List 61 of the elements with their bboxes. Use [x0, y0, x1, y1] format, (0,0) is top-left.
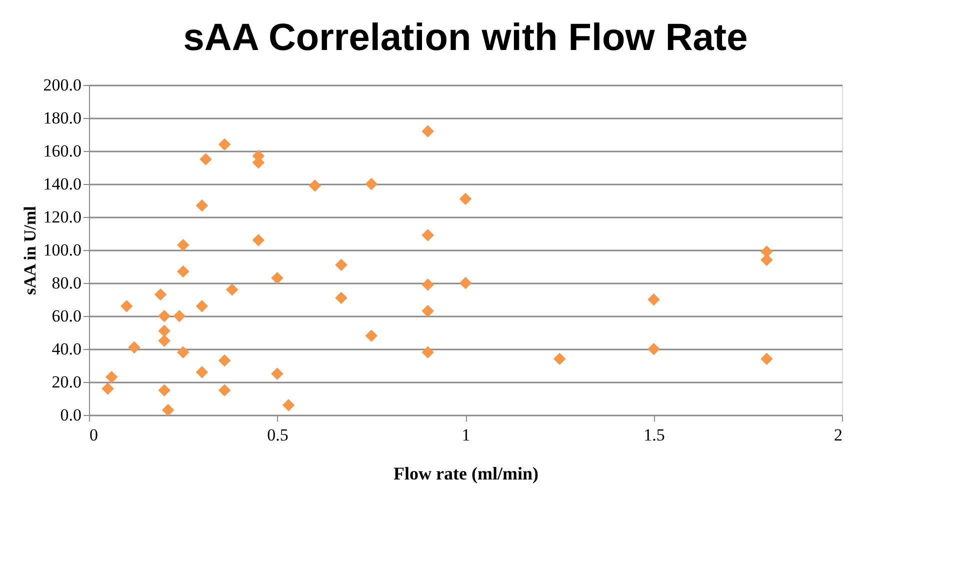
y-tick-label: 140.0	[43, 174, 82, 194]
point	[422, 125, 434, 138]
y-tick-label: 100.0	[43, 240, 82, 260]
point	[154, 288, 167, 301]
x-tick-label: 0	[90, 426, 98, 444]
point	[218, 384, 231, 396]
point	[218, 354, 231, 367]
point	[218, 138, 231, 151]
point	[105, 370, 118, 384]
point	[308, 180, 322, 192]
point	[335, 258, 348, 271]
point	[422, 278, 434, 291]
point	[459, 192, 472, 205]
point	[271, 368, 284, 380]
x-axis-title: Flow rate (ml/min)	[394, 464, 538, 484]
y-axis-title: sAA in U/ml	[20, 206, 40, 295]
y-tick-label: 0.0	[60, 406, 82, 424]
point	[226, 283, 238, 296]
point	[173, 310, 186, 322]
point	[102, 382, 114, 395]
point	[252, 234, 265, 246]
y-tick-label: 180.0	[43, 108, 82, 128]
point	[177, 265, 190, 278]
point	[648, 293, 660, 306]
y-tick-label: 60.0	[52, 306, 82, 326]
chart-title: sAA Correlation with Flow Rate	[183, 17, 748, 59]
x-tick-label: 0.5	[267, 426, 288, 444]
point	[422, 304, 434, 318]
y-tick-label: 20.0	[52, 372, 82, 392]
y-tick-label: 120.0	[43, 208, 82, 226]
point	[282, 398, 295, 412]
x-tick-label: 1	[462, 426, 470, 444]
point	[422, 229, 434, 242]
point	[200, 153, 212, 166]
point	[648, 342, 660, 356]
y-tick-label: 80.0	[52, 274, 82, 292]
point	[196, 366, 208, 378]
point	[365, 330, 378, 342]
point	[459, 276, 472, 290]
point	[158, 310, 170, 322]
point	[335, 292, 348, 304]
x-tick-label: 1.5	[644, 426, 665, 444]
point	[365, 178, 378, 190]
point	[760, 352, 773, 366]
point	[196, 300, 208, 312]
point	[158, 334, 170, 347]
point	[128, 341, 140, 354]
point	[177, 238, 190, 252]
y-tick-label: 200.0	[43, 76, 82, 94]
point	[158, 384, 170, 396]
x-tick-label: 2	[834, 426, 842, 444]
point	[158, 324, 170, 337]
point	[120, 300, 133, 312]
point	[422, 346, 434, 358]
point	[196, 199, 208, 212]
point	[162, 404, 174, 416]
point	[177, 346, 190, 358]
y-tick-label: 40.0	[52, 340, 82, 358]
point	[554, 352, 566, 366]
y-tick-label: 160.0	[43, 142, 82, 160]
point	[271, 272, 284, 284]
